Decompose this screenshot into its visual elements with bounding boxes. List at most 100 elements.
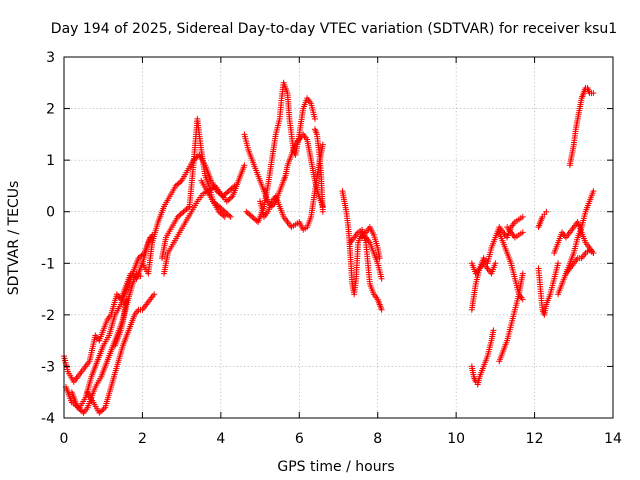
series-arc-28 xyxy=(566,84,597,169)
series-arc-26 xyxy=(551,219,597,256)
data-point xyxy=(100,405,107,412)
data-point xyxy=(226,212,233,219)
x-tick-label: 0 xyxy=(60,431,69,447)
series-arc-4 xyxy=(84,291,158,416)
data-point xyxy=(185,204,192,211)
data-point xyxy=(136,253,143,260)
data-point xyxy=(319,141,326,148)
data-point xyxy=(519,270,526,277)
series-arc-25 xyxy=(555,188,597,298)
series-arc-12 xyxy=(257,141,326,233)
data-point xyxy=(218,211,225,218)
data-point xyxy=(151,291,158,298)
data-point xyxy=(180,208,187,215)
data-point xyxy=(246,211,253,218)
data-point xyxy=(247,212,254,219)
data-points xyxy=(61,79,597,416)
data-point xyxy=(223,210,230,217)
data-point xyxy=(172,182,179,189)
data-point xyxy=(137,273,144,280)
data-point xyxy=(249,213,256,220)
data-point xyxy=(174,213,181,220)
data-point xyxy=(214,202,221,209)
data-point xyxy=(147,234,154,241)
series-arc-2 xyxy=(62,234,154,411)
data-point xyxy=(183,206,190,213)
plot-frame xyxy=(63,56,614,419)
chart-title: Day 194 of 2025, Sidereal Day-to-day VTE… xyxy=(51,21,617,37)
data-point xyxy=(221,208,228,215)
data-point xyxy=(319,208,326,215)
grid-lines xyxy=(63,56,614,419)
y-tick-label: -1 xyxy=(41,256,55,272)
series-arc-7 xyxy=(160,162,248,277)
data-point xyxy=(519,213,526,220)
x-tick-label: 8 xyxy=(373,431,382,447)
data-point xyxy=(228,194,235,201)
y-tick-label: -3 xyxy=(41,359,55,375)
data-point xyxy=(490,327,497,334)
y-tick-label: -4 xyxy=(41,411,55,427)
series-arc-10 xyxy=(241,131,326,210)
data-point xyxy=(519,229,526,236)
data-point xyxy=(492,260,499,267)
data-point xyxy=(225,197,232,204)
data-point xyxy=(139,251,146,258)
y-axis-label: SDTVAR / TECUs xyxy=(6,181,22,296)
x-tick-label: 12 xyxy=(526,431,544,447)
data-point xyxy=(555,260,562,267)
y-tick-label: 1 xyxy=(46,153,55,169)
y-tick-label: 2 xyxy=(46,102,55,118)
data-point xyxy=(227,213,234,220)
data-point xyxy=(177,179,184,186)
data-point xyxy=(99,407,106,414)
data-point xyxy=(543,208,550,215)
data-point xyxy=(217,210,224,217)
data-point xyxy=(96,409,103,416)
data-point xyxy=(220,212,227,219)
data-point xyxy=(221,213,228,220)
x-tick-label: 2 xyxy=(138,431,147,447)
data-point xyxy=(223,198,230,205)
data-point xyxy=(177,211,184,218)
data-point xyxy=(210,184,217,191)
data-point xyxy=(135,255,142,262)
data-point xyxy=(250,215,257,222)
data-point xyxy=(176,212,183,219)
data-point xyxy=(212,200,219,207)
series-arc-24 xyxy=(535,260,562,318)
data-point xyxy=(378,275,385,282)
data-point xyxy=(174,181,181,188)
y-tick-label: 0 xyxy=(46,205,55,221)
series-arc-5 xyxy=(111,270,144,349)
series-arc-19 xyxy=(468,213,526,277)
data-point xyxy=(224,211,231,218)
series-arc-9 xyxy=(198,177,234,220)
data-point xyxy=(220,207,227,214)
x-axis-label: GPS time / hours xyxy=(277,459,394,475)
data-point xyxy=(252,216,259,223)
data-point xyxy=(138,252,145,259)
series-arc-23 xyxy=(535,208,550,231)
data-point xyxy=(97,408,104,415)
data-point xyxy=(590,90,597,97)
data-point xyxy=(218,206,225,213)
series-arc-17 xyxy=(468,327,497,388)
data-point xyxy=(76,405,83,412)
data-point xyxy=(519,296,526,303)
series-arc-20 xyxy=(496,229,526,303)
data-point xyxy=(227,186,234,193)
series-arc-13 xyxy=(311,126,326,215)
data-point xyxy=(217,204,224,211)
data-point xyxy=(215,203,222,210)
data-point xyxy=(77,407,84,414)
data-point xyxy=(210,198,217,205)
series-arc-22 xyxy=(504,224,526,241)
data-point xyxy=(211,199,218,206)
data-point xyxy=(590,188,597,195)
data-point xyxy=(376,255,383,262)
data-point xyxy=(224,189,231,196)
y-tick-label: 3 xyxy=(46,50,55,66)
data-point xyxy=(378,306,385,313)
